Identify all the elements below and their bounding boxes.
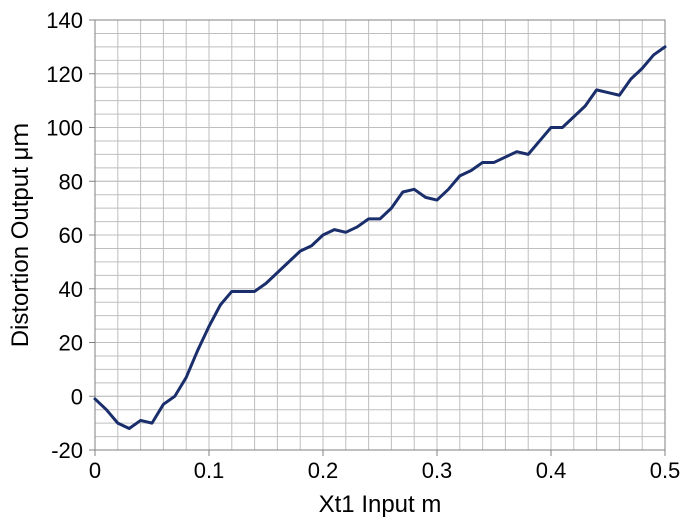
distortion-chart: 00.10.20.30.40.5-20020406080100120140Xt1…: [0, 0, 685, 530]
x-tick-label: 0.3: [422, 458, 453, 483]
x-tick-label: 0.1: [194, 458, 225, 483]
x-tick-label: 0: [89, 458, 101, 483]
x-tick-label: 0.2: [308, 458, 339, 483]
y-tick-label: 0: [71, 384, 83, 409]
y-tick-label: 140: [46, 8, 83, 33]
y-axis-label: Distortion Output μｍ: [7, 123, 34, 348]
x-tick-label: 0.5: [650, 458, 681, 483]
y-tick-label: 20: [59, 331, 83, 356]
y-tick-label: 80: [59, 169, 83, 194]
y-tick-label: 100: [46, 116, 83, 141]
x-tick-label: 0.4: [536, 458, 567, 483]
y-tick-label: -20: [51, 438, 83, 463]
chart-container: 00.10.20.30.40.5-20020406080100120140Xt1…: [0, 0, 685, 530]
x-axis-label: Xt1 Input m: [319, 491, 442, 518]
y-tick-label: 60: [59, 223, 83, 248]
y-tick-label: 120: [46, 62, 83, 87]
y-tick-label: 40: [59, 277, 83, 302]
